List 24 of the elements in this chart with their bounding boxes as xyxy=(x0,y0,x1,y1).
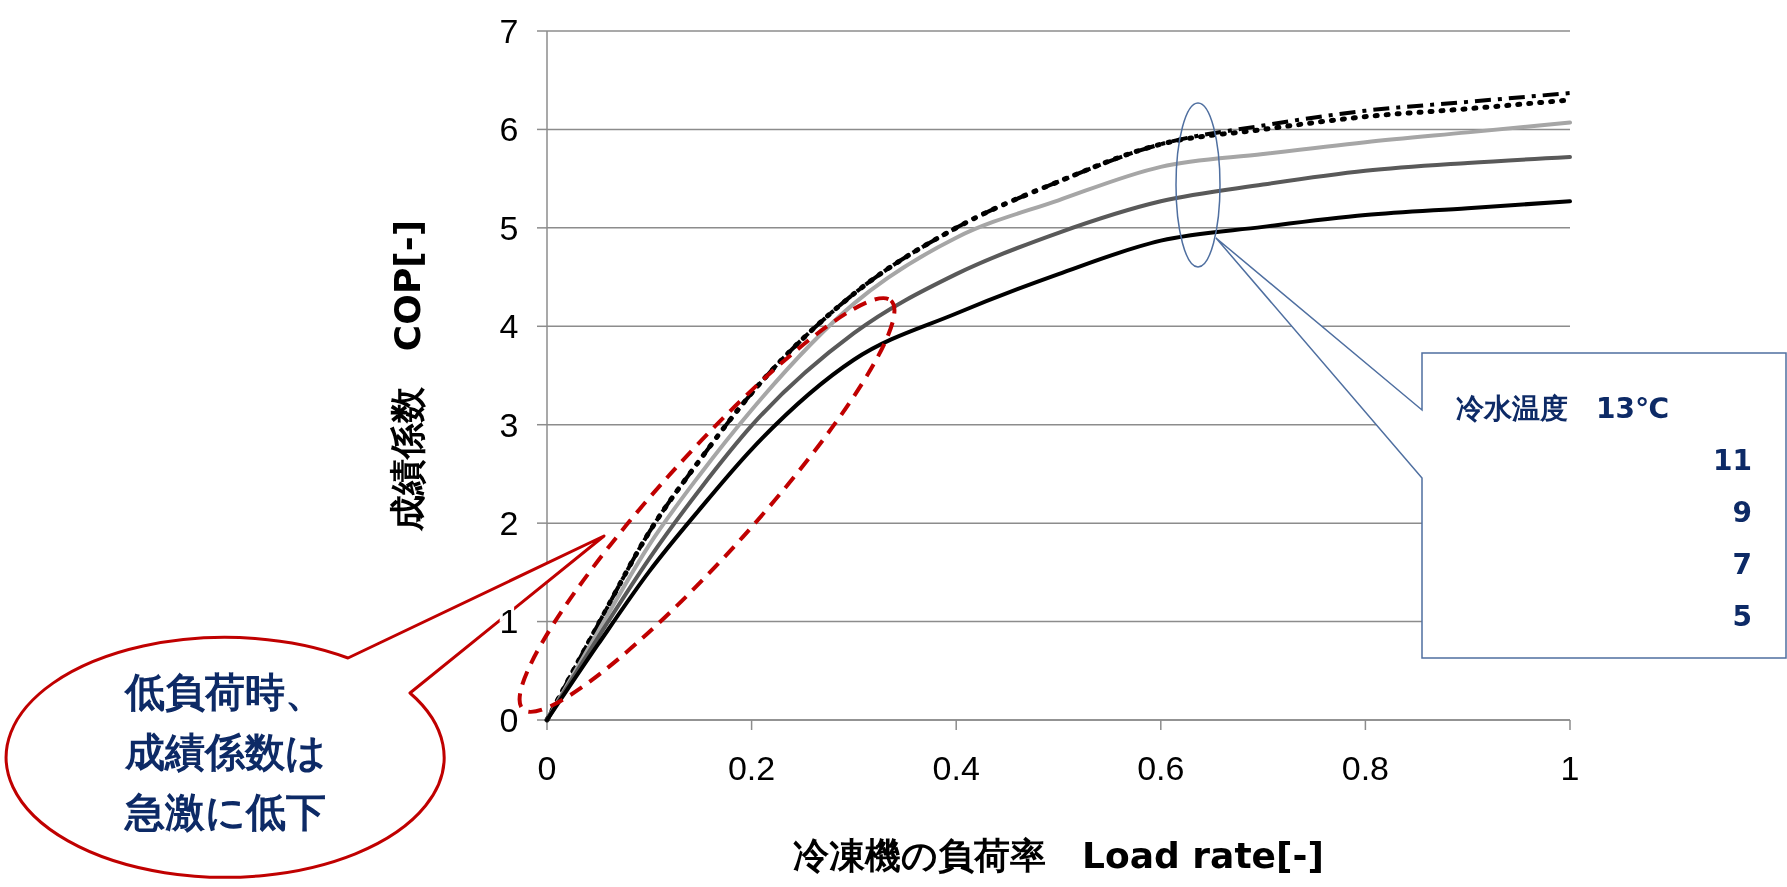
text: 7 xyxy=(1732,548,1752,581)
x-axis-title: 冷凍機の負荷率 Load rate[-] xyxy=(793,835,1324,876)
y-tick-label: 7 xyxy=(499,11,519,50)
text: 急激に低下 xyxy=(122,789,326,835)
y-tick-label: 2 xyxy=(499,504,519,543)
y-tick-label: 3 xyxy=(499,405,519,444)
y-tick-label: 6 xyxy=(499,110,519,149)
text: 5 xyxy=(1732,600,1752,633)
text: 9 xyxy=(1732,496,1752,529)
x-tick-label: 0.4 xyxy=(932,749,980,787)
y-tick-label: 5 xyxy=(499,208,519,247)
y-axis-title: 成績係数 COP[-] xyxy=(387,219,428,533)
text: 11 xyxy=(1713,444,1752,477)
x-tick-label: 0 xyxy=(537,749,557,787)
y-tick-label: 1 xyxy=(499,602,519,641)
x-tick-label: 1 xyxy=(1560,749,1580,787)
x-tick-label: 0.2 xyxy=(727,749,776,787)
text: 成績係数は xyxy=(123,729,326,775)
text: 低負荷時、 xyxy=(123,669,325,715)
x-tick-label: 0.6 xyxy=(1137,749,1185,787)
y-tick-label: 4 xyxy=(499,307,519,346)
y-tick-label: 0 xyxy=(499,700,519,739)
annotation: 冷水温度 13℃ xyxy=(1456,392,1669,425)
x-tick-label: 0.8 xyxy=(1341,749,1390,787)
